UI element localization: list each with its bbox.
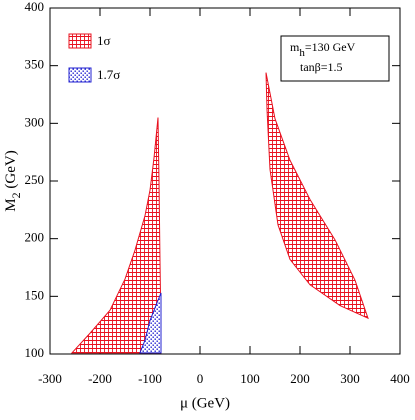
y-label-rest: (GeV) [3,150,19,192]
region [139,292,162,354]
y-tick-label: 250 [25,172,45,187]
x-axis-label: μ (GeV) [180,395,230,411]
region [70,117,162,354]
annotation-line1: mh=130 GeV [290,40,356,59]
y-tick-label: 400 [25,0,45,14]
y-label-main: M [3,198,19,211]
x-tick-label: 400 [390,371,410,386]
x-tick-label: 100 [240,371,260,386]
legend-label: 1.7σ [97,67,120,82]
annotation-line2: tanβ=1.5 [300,60,343,74]
region [265,72,369,320]
y-label-sub: 2 [9,192,23,198]
x-tick-label: 300 [340,371,360,386]
y-tick-label: 350 [25,57,45,72]
x-tick-label: -300 [38,371,62,386]
annotation-box [280,35,390,82]
y-tick-label: 200 [25,230,45,245]
y-tick-label: 300 [25,114,45,129]
x-tick-label: 200 [290,371,310,386]
x-tick-label: 0 [197,371,204,386]
legend-label: 1σ [97,33,111,48]
legend-swatch [68,67,92,83]
x-tick-label: -100 [138,371,162,386]
y-axis-label: M2 (GeV) [3,150,22,211]
y-tick-label: 150 [25,287,45,302]
annotation-sub: h [299,47,305,59]
annotation-main: m [290,40,300,54]
legend-swatch [68,33,92,49]
y-tick-label: 100 [25,345,45,360]
x-tick-label: -200 [88,371,112,386]
annotation-rest: =130 GeV [305,40,356,54]
